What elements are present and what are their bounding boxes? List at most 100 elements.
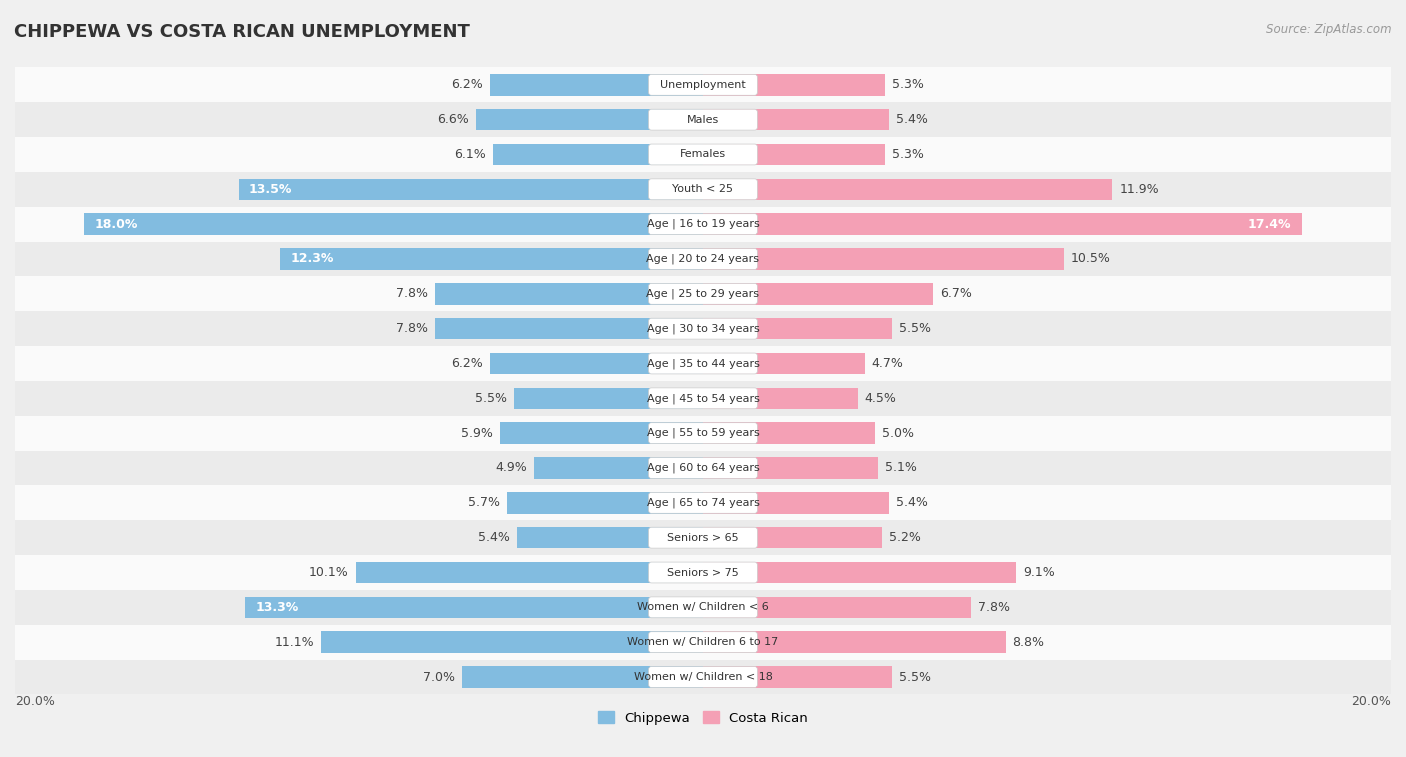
Text: 13.5%: 13.5% (249, 182, 292, 196)
FancyBboxPatch shape (648, 248, 758, 269)
Text: Age | 20 to 24 years: Age | 20 to 24 years (647, 254, 759, 264)
Bar (703, 457, 879, 478)
Text: Age | 55 to 59 years: Age | 55 to 59 years (647, 428, 759, 438)
Bar (517, 527, 703, 549)
Bar (703, 597, 972, 618)
Text: 20.0%: 20.0% (15, 695, 55, 708)
Bar (84, 213, 703, 235)
Bar (508, 492, 703, 514)
Bar (0, 137, 1406, 172)
Text: Unemployment: Unemployment (661, 79, 745, 90)
FancyBboxPatch shape (648, 527, 758, 548)
FancyBboxPatch shape (648, 74, 758, 95)
Bar (703, 248, 1064, 269)
Text: 11.9%: 11.9% (1119, 182, 1159, 196)
Bar (0, 590, 1406, 625)
FancyBboxPatch shape (648, 144, 758, 165)
Text: 6.1%: 6.1% (454, 148, 486, 161)
Text: Youth < 25: Youth < 25 (672, 184, 734, 195)
Bar (703, 492, 889, 514)
Text: Age | 45 to 54 years: Age | 45 to 54 years (647, 393, 759, 403)
Bar (280, 248, 703, 269)
FancyBboxPatch shape (648, 179, 758, 200)
Text: 5.3%: 5.3% (893, 148, 924, 161)
FancyBboxPatch shape (648, 492, 758, 513)
Text: 4.9%: 4.9% (496, 462, 527, 475)
Bar (703, 527, 882, 549)
Bar (0, 450, 1406, 485)
Text: 10.1%: 10.1% (309, 566, 349, 579)
Text: 4.5%: 4.5% (865, 392, 897, 405)
Bar (703, 179, 1112, 200)
Text: 6.6%: 6.6% (437, 113, 470, 126)
Bar (0, 381, 1406, 416)
Bar (239, 179, 703, 200)
Bar (0, 659, 1406, 694)
Legend: Chippewa, Costa Rican: Chippewa, Costa Rican (592, 706, 814, 730)
Bar (703, 388, 858, 409)
Bar (0, 102, 1406, 137)
Text: 7.8%: 7.8% (979, 601, 1010, 614)
Bar (703, 318, 893, 339)
Bar (0, 485, 1406, 520)
Bar (703, 144, 886, 165)
Bar (489, 74, 703, 95)
FancyBboxPatch shape (648, 632, 758, 653)
Text: CHIPPEWA VS COSTA RICAN UNEMPLOYMENT: CHIPPEWA VS COSTA RICAN UNEMPLOYMENT (14, 23, 470, 41)
Bar (0, 555, 1406, 590)
Bar (321, 631, 703, 653)
Text: 18.0%: 18.0% (94, 218, 138, 231)
Bar (489, 353, 703, 374)
Text: 7.0%: 7.0% (423, 671, 456, 684)
Bar (703, 666, 893, 688)
Text: Women w/ Children < 6: Women w/ Children < 6 (637, 603, 769, 612)
Text: 6.7%: 6.7% (941, 288, 972, 301)
Bar (0, 67, 1406, 102)
Text: 7.8%: 7.8% (396, 322, 427, 335)
Bar (356, 562, 703, 584)
Bar (246, 597, 703, 618)
Text: 12.3%: 12.3% (290, 253, 333, 266)
Text: Age | 16 to 19 years: Age | 16 to 19 years (647, 219, 759, 229)
FancyBboxPatch shape (648, 283, 758, 304)
Text: 10.5%: 10.5% (1071, 253, 1111, 266)
Bar (0, 625, 1406, 659)
Text: Females: Females (681, 149, 725, 160)
Text: Age | 25 to 29 years: Age | 25 to 29 years (647, 288, 759, 299)
Text: Source: ZipAtlas.com: Source: ZipAtlas.com (1267, 23, 1392, 36)
FancyBboxPatch shape (648, 422, 758, 444)
Text: Age | 60 to 64 years: Age | 60 to 64 years (647, 463, 759, 473)
Bar (703, 353, 865, 374)
Text: 13.3%: 13.3% (256, 601, 299, 614)
Text: 5.5%: 5.5% (475, 392, 508, 405)
Bar (703, 213, 1302, 235)
Text: 5.5%: 5.5% (898, 671, 931, 684)
Text: 5.9%: 5.9% (461, 427, 494, 440)
Text: 5.3%: 5.3% (893, 78, 924, 92)
Text: Males: Males (688, 114, 718, 125)
FancyBboxPatch shape (648, 109, 758, 130)
Bar (703, 109, 889, 130)
Bar (0, 207, 1406, 241)
Text: Age | 30 to 34 years: Age | 30 to 34 years (647, 323, 759, 334)
Text: 8.8%: 8.8% (1012, 636, 1045, 649)
Text: Women w/ Children < 18: Women w/ Children < 18 (634, 672, 772, 682)
Bar (434, 318, 703, 339)
FancyBboxPatch shape (648, 597, 758, 618)
FancyBboxPatch shape (648, 562, 758, 583)
Text: 4.7%: 4.7% (872, 357, 904, 370)
FancyBboxPatch shape (648, 318, 758, 339)
Bar (477, 109, 703, 130)
FancyBboxPatch shape (648, 213, 758, 235)
Bar (0, 311, 1406, 346)
Text: 5.4%: 5.4% (896, 497, 928, 509)
Bar (463, 666, 703, 688)
Text: Women w/ Children 6 to 17: Women w/ Children 6 to 17 (627, 637, 779, 647)
Text: 7.8%: 7.8% (396, 288, 427, 301)
Text: 20.0%: 20.0% (1351, 695, 1391, 708)
Bar (513, 388, 703, 409)
Bar (0, 346, 1406, 381)
Text: Age | 65 to 74 years: Age | 65 to 74 years (647, 497, 759, 508)
Text: Seniors > 75: Seniors > 75 (666, 568, 740, 578)
Text: 17.4%: 17.4% (1247, 218, 1291, 231)
